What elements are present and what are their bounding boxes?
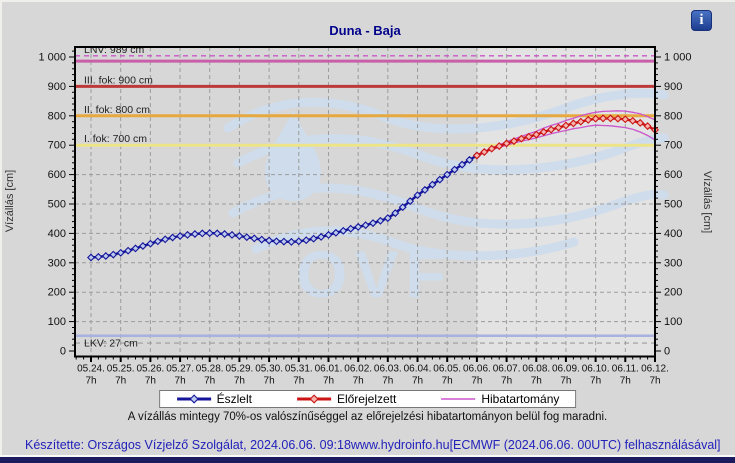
svg-text:05.29.: 05.29. bbox=[225, 364, 253, 375]
svg-text:05.25.: 05.25. bbox=[107, 364, 135, 375]
svg-text:7h: 7h bbox=[264, 376, 275, 387]
svg-text:200: 200 bbox=[48, 287, 66, 299]
svg-text:7h: 7h bbox=[85, 376, 96, 387]
svg-text:600: 600 bbox=[48, 169, 66, 181]
legend-label: Előrejelzett bbox=[336, 392, 397, 406]
svg-text:100: 100 bbox=[48, 316, 66, 328]
legend-label: Hibatartomány bbox=[481, 392, 560, 406]
svg-text:7h: 7h bbox=[204, 376, 215, 387]
svg-text:7h: 7h bbox=[560, 376, 571, 387]
svg-text:900: 900 bbox=[48, 81, 66, 93]
svg-text:05.31.: 05.31. bbox=[285, 364, 313, 375]
svg-text:7h: 7h bbox=[471, 376, 482, 387]
svg-text:05.28.: 05.28. bbox=[196, 364, 224, 375]
svg-text:7h: 7h bbox=[175, 376, 186, 387]
bottom-navy-bar bbox=[0, 457, 735, 463]
svg-text:7h: 7h bbox=[649, 376, 660, 387]
level-label: II. fok: 800 cm bbox=[84, 104, 150, 116]
series-markers-observed bbox=[87, 151, 481, 262]
legend-item: Észlelt bbox=[176, 392, 252, 406]
svg-text:500: 500 bbox=[48, 199, 66, 211]
legend-swatch-icon bbox=[441, 398, 476, 400]
svg-text:7h: 7h bbox=[382, 376, 393, 387]
svg-text:7h: 7h bbox=[145, 376, 156, 387]
svg-text:400: 400 bbox=[664, 228, 682, 240]
svg-text:7h: 7h bbox=[323, 376, 334, 387]
svg-text:06.07.: 06.07. bbox=[493, 364, 521, 375]
svg-text:7h: 7h bbox=[531, 376, 542, 387]
svg-text:06.01.: 06.01. bbox=[315, 364, 343, 375]
page-title: Duna - Baja bbox=[329, 23, 401, 38]
svg-text:06.04.: 06.04. bbox=[404, 364, 432, 375]
level-label: LKV: 27 cm bbox=[84, 338, 138, 350]
footer-divider bbox=[0, 455, 735, 457]
x-tick-labels: 05.24.7h05.25.7h05.26.7h05.27.7h05.28.7h… bbox=[77, 364, 669, 387]
svg-text:06.08.: 06.08. bbox=[522, 364, 550, 375]
level-label: III. fok: 900 cm bbox=[84, 74, 153, 86]
svg-text:7h: 7h bbox=[234, 376, 245, 387]
svg-text:7h: 7h bbox=[590, 376, 601, 387]
forecast-confidence-note: A vízállás mintegy 70%-os valószínűségge… bbox=[127, 411, 608, 423]
footer: Készítette: Országos Vízjelző Szolgálat,… bbox=[0, 438, 735, 452]
level-label: LNV: 989 cm bbox=[84, 44, 145, 56]
svg-text:7h: 7h bbox=[412, 376, 423, 387]
level-label: I. fok: 700 cm bbox=[84, 133, 147, 145]
y-tick-labels: 0 0 100 100 200 200 300 300 400 400 500 500 600 600 70… bbox=[38, 52, 691, 358]
watermark-text: OVF bbox=[296, 237, 453, 311]
watermark-drop-icon bbox=[265, 110, 321, 201]
svg-text:06.06.: 06.06. bbox=[463, 364, 491, 375]
svg-text:400: 400 bbox=[48, 228, 66, 240]
svg-text:06.02.: 06.02. bbox=[344, 364, 372, 375]
legend-swatch-icon bbox=[296, 394, 331, 404]
legend-swatch-icon bbox=[176, 394, 211, 404]
svg-text:06.12.: 06.12. bbox=[641, 364, 669, 375]
chart-legend: Észlelt Előrejelzett Hibatartomány bbox=[158, 390, 577, 408]
svg-text:05.26.: 05.26. bbox=[136, 364, 164, 375]
svg-text:05.24.: 05.24. bbox=[77, 364, 105, 375]
svg-text:0: 0 bbox=[60, 346, 66, 358]
svg-text:300: 300 bbox=[664, 257, 682, 269]
svg-text:800: 800 bbox=[664, 110, 682, 122]
footer-made-by: Készítette: Országos Vízjelző Szolgálat,… bbox=[25, 438, 351, 452]
footer-site-link: www.hydroinfo.hu bbox=[350, 438, 450, 452]
svg-text:06.03.: 06.03. bbox=[374, 364, 402, 375]
svg-text:7h: 7h bbox=[353, 376, 364, 387]
svg-text:06.05.: 06.05. bbox=[433, 364, 461, 375]
right-axis-title: Vízállás [cm] bbox=[701, 171, 713, 233]
plot-frame bbox=[74, 46, 656, 358]
svg-text:06.09.: 06.09. bbox=[552, 364, 580, 375]
svg-text:05.30.: 05.30. bbox=[255, 364, 283, 375]
svg-text:700: 700 bbox=[664, 140, 682, 152]
svg-text:0: 0 bbox=[664, 346, 670, 358]
info-icon[interactable]: i bbox=[691, 10, 712, 31]
svg-text:300: 300 bbox=[48, 257, 66, 269]
svg-text:06.11.: 06.11. bbox=[612, 364, 639, 375]
svg-text:900: 900 bbox=[664, 81, 682, 93]
legend-item: Előrejelzett bbox=[296, 392, 396, 406]
svg-text:600: 600 bbox=[664, 169, 682, 181]
svg-text:200: 200 bbox=[664, 287, 682, 299]
svg-text:1 000: 1 000 bbox=[664, 52, 692, 64]
series-markers-forecast bbox=[472, 114, 659, 160]
svg-text:7h: 7h bbox=[293, 376, 304, 387]
svg-text:700: 700 bbox=[48, 140, 66, 152]
legend-label: Észlelt bbox=[216, 392, 252, 406]
svg-text:7h: 7h bbox=[501, 376, 512, 387]
left-axis-title: Vízállás [cm] bbox=[4, 170, 16, 232]
svg-text:1 000: 1 000 bbox=[38, 52, 66, 64]
svg-text:7h: 7h bbox=[115, 376, 126, 387]
svg-text:100: 100 bbox=[664, 316, 682, 328]
svg-text:7h: 7h bbox=[620, 376, 631, 387]
svg-text:7h: 7h bbox=[442, 376, 453, 387]
footer-model-info: [ECMWF (2024.06.06. 00UTC) felhasználásá… bbox=[449, 438, 721, 452]
svg-text:500: 500 bbox=[664, 199, 682, 211]
svg-text:800: 800 bbox=[48, 110, 66, 122]
svg-text:06.10.: 06.10. bbox=[582, 364, 610, 375]
legend-item: Hibatartomány bbox=[440, 392, 559, 406]
svg-text:05.27.: 05.27. bbox=[166, 364, 194, 375]
